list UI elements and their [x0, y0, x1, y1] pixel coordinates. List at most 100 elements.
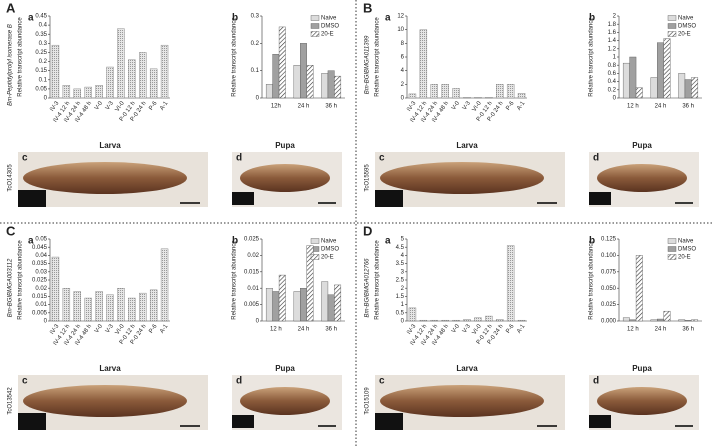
y-tick-label: 0	[44, 319, 48, 325]
photo-inset	[375, 190, 403, 207]
chart-title: a	[385, 236, 391, 247]
bar	[452, 319, 460, 322]
y-tick-label: 4.5	[396, 245, 405, 251]
pupa-label: Pupa	[275, 364, 295, 373]
bar	[265, 288, 273, 322]
y-tick-label: 0.05	[35, 86, 47, 92]
bar	[334, 75, 342, 99]
x-tick-label: V-0	[94, 100, 104, 111]
photo-inset	[375, 413, 403, 430]
y-axis-label: Relative transcript abundance	[232, 240, 238, 320]
legend-label: 20-E	[678, 255, 691, 261]
x-tick-label: A-1	[159, 100, 170, 112]
bar	[117, 28, 125, 99]
bar	[657, 318, 664, 322]
bar	[485, 97, 493, 99]
y-tick-label: 1.5	[396, 294, 405, 300]
legend-swatch	[667, 254, 677, 260]
y-tick-label: 0.025	[244, 237, 260, 243]
bar	[51, 256, 60, 322]
photo-inset	[232, 192, 254, 205]
x-tick-label: IV-3	[49, 100, 60, 113]
photo-id: TcO15595	[365, 164, 371, 192]
legend-label: Naive	[678, 239, 694, 245]
bar	[430, 84, 438, 99]
y-tick-label: 0.050	[601, 286, 617, 292]
chart-title: a	[28, 236, 34, 247]
bar	[95, 291, 103, 322]
x-tick-label: VI-0	[472, 323, 484, 336]
pupa-body	[597, 164, 687, 192]
legend-swatch	[667, 15, 677, 21]
bar	[139, 52, 147, 99]
bar	[51, 44, 60, 99]
bar	[517, 93, 526, 99]
larva-body	[23, 385, 187, 417]
bar	[73, 88, 81, 99]
legend-label: Naive	[321, 16, 337, 22]
y-tick-label: 0	[613, 96, 617, 102]
bar	[474, 317, 482, 322]
bar	[160, 44, 169, 99]
x-tick-label: V-3	[105, 323, 115, 334]
bar	[419, 29, 428, 99]
x-tick-label: 12h	[271, 104, 281, 110]
x-tick-label: VI-0	[115, 323, 127, 336]
y-tick-label: 0.035	[32, 261, 48, 267]
bar	[73, 291, 81, 322]
pupa-label: Pupa	[632, 364, 652, 373]
y-tick-label: 2	[613, 14, 617, 20]
bar	[629, 56, 637, 99]
bar	[321, 281, 329, 322]
y-tick-label: 0.5	[396, 310, 405, 316]
bar	[474, 97, 482, 99]
larva-body	[380, 162, 544, 194]
panel-letter: D	[363, 223, 372, 238]
y-tick-label: 1.2	[608, 46, 617, 52]
bar	[622, 62, 630, 99]
chart-title: b	[589, 13, 595, 24]
y-tick-label: 12	[397, 14, 404, 20]
y-axis-label: Relative transcript abundance	[18, 240, 24, 320]
x-tick-label: 12 h	[627, 104, 639, 110]
y-tick-label: 0	[401, 96, 405, 102]
bar	[149, 289, 158, 322]
y-tick-label: 0.04	[35, 253, 47, 259]
bar	[629, 319, 637, 322]
y-tick-label: 0.3	[251, 14, 260, 20]
y-tick-label: 1.4	[608, 38, 617, 44]
y-axis-label: Relative transcript abundance	[232, 17, 238, 97]
chart-title: b	[589, 236, 595, 247]
y-tick-label: 0.005	[32, 310, 48, 316]
pupa-label: Pupa	[275, 141, 295, 150]
bar	[128, 297, 136, 322]
y-tick-label: 3.5	[396, 261, 405, 267]
y-tick-label: 0.025	[601, 302, 617, 308]
bar	[272, 291, 280, 322]
y-tick-label: 0.03	[35, 269, 47, 275]
y-tick-label: 1.6	[608, 30, 617, 36]
bar	[684, 79, 692, 99]
pupa-label: Pupa	[632, 141, 652, 150]
bar	[517, 319, 526, 322]
y-tick-label: 0.02	[247, 253, 259, 259]
y-tick-label: 3	[401, 269, 405, 275]
y-tick-label: 0.02	[35, 286, 47, 292]
bar	[635, 255, 643, 322]
x-tick-label: 24 h	[655, 327, 667, 333]
pupa-body	[240, 387, 330, 415]
y-tick-label: 0.015	[32, 294, 48, 300]
bar	[278, 26, 286, 99]
bar	[293, 291, 301, 322]
bar	[635, 87, 643, 99]
chart-title: a	[28, 13, 34, 24]
x-tick-label: P-6	[148, 100, 159, 112]
y-tick-label: 0.4	[39, 23, 48, 29]
y-axis-label: Relative transcript abundance	[589, 17, 595, 97]
y-tick-label: 0.005	[244, 302, 260, 308]
x-tick-label: 12 h	[270, 327, 282, 333]
y-tick-label: 0.01	[35, 302, 47, 308]
bar	[334, 284, 342, 322]
bar	[496, 84, 504, 99]
y-axis-label: Relative transcript abundance	[18, 17, 24, 97]
